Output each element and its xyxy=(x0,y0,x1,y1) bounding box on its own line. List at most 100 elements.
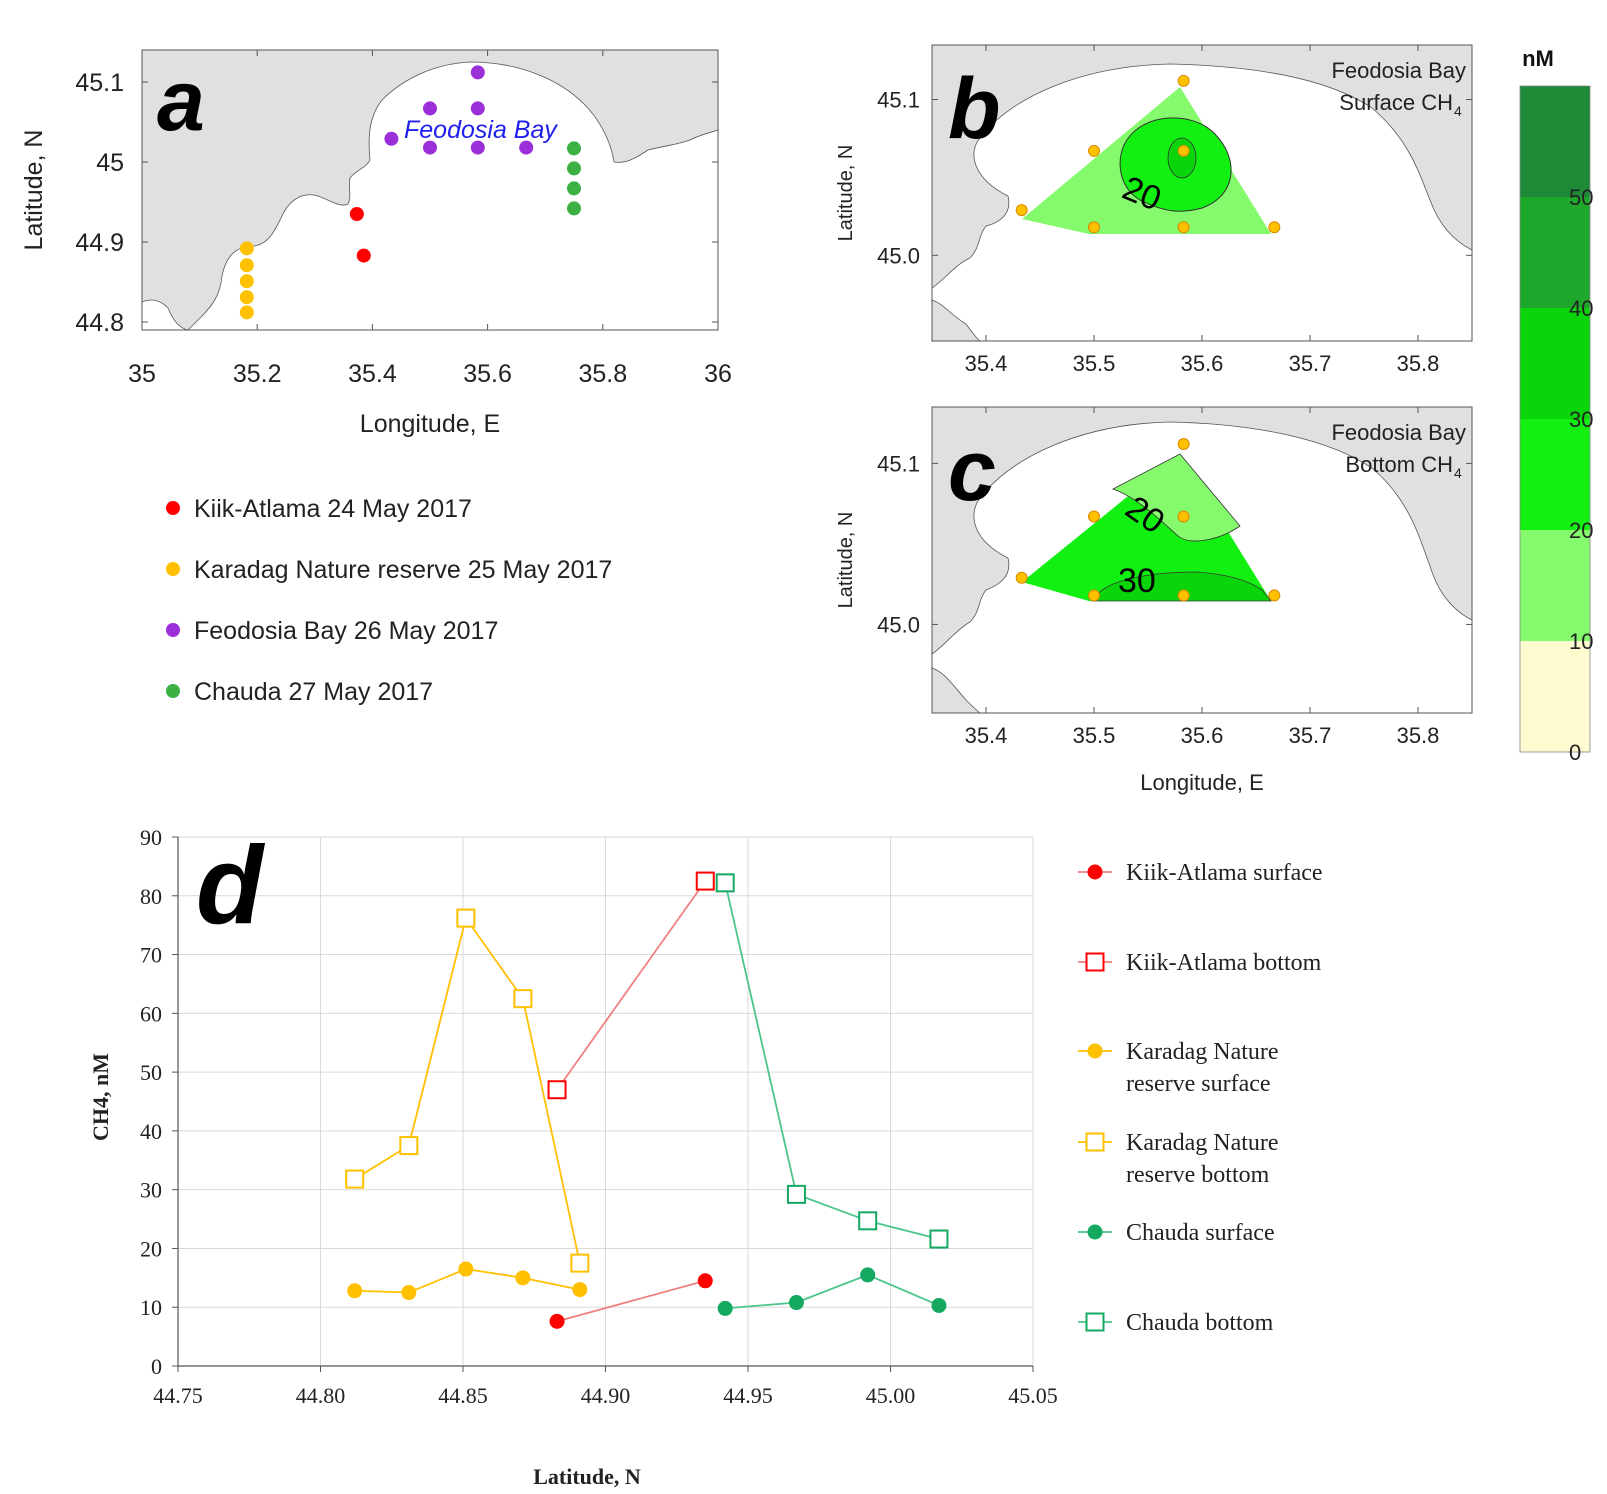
d-xtick-label: 44.85 xyxy=(438,1383,488,1408)
map-xtick-label: 35.6 xyxy=(1181,351,1224,376)
map-station-point xyxy=(1088,510,1100,523)
a-ytick-label: 44.9 xyxy=(75,229,124,257)
panel-b-ylabel: Latitude, N xyxy=(835,145,857,242)
a-station-point xyxy=(470,140,485,155)
d-data-point xyxy=(347,1283,363,1299)
a-legend-marker xyxy=(166,501,180,515)
a-ytick-label: 44.8 xyxy=(75,309,124,337)
a-station-point xyxy=(423,101,437,116)
colorbar-segment xyxy=(1520,86,1590,197)
map-station-point xyxy=(1088,589,1100,602)
map-xtick-label: 35.7 xyxy=(1289,723,1332,748)
a-station-point xyxy=(349,207,364,221)
d-ytick-label: 70 xyxy=(140,943,162,968)
panel-b-title-line2: Surface CH xyxy=(1339,90,1453,115)
d-data-point xyxy=(456,908,476,928)
d-xtick-label: 44.75 xyxy=(153,1383,203,1408)
d-data-point xyxy=(513,989,533,1009)
d-data-point xyxy=(697,1273,713,1289)
a-station-point xyxy=(567,201,581,216)
d-data-point xyxy=(515,1270,531,1286)
panel-d-grid: 44.75 44.80 44.85 44.90 44.95 45.00 45.05 0 10 20… xyxy=(140,825,1058,1408)
panel-d: 44.75 44.80 44.85 44.90 44.95 45.00 45.05 0 10 20… xyxy=(88,824,1323,1489)
a-station-point xyxy=(423,140,437,155)
colorbar-title: nM xyxy=(1522,46,1554,71)
d-legend-label: Karadag Nature xyxy=(1126,1130,1279,1156)
a-station-point xyxy=(470,101,485,116)
d-legend-marker xyxy=(1085,1132,1105,1152)
d-ytick-label: 50 xyxy=(140,1060,162,1085)
colorbar-tick-label: 0 xyxy=(1569,740,1581,765)
d-data-point xyxy=(458,1261,474,1277)
d-xtick-label: 44.95 xyxy=(723,1383,773,1408)
panel-b: 20 35.4 35.5 35.6 35.7 35.845.045.1 Feodosia… xyxy=(835,44,1473,376)
d-data-point xyxy=(549,1313,565,1329)
a-station-point xyxy=(239,305,254,320)
d-series-line xyxy=(556,1279,706,1323)
panel-a-xlabel: Longitude, E xyxy=(360,410,500,438)
map-station-point xyxy=(1268,221,1281,234)
d-ytick-label: 0 xyxy=(151,1354,162,1379)
colorbar-tick-label: 30 xyxy=(1569,407,1593,432)
a-legend-label: Karadag Nature reserve 25 May 2017 xyxy=(194,556,612,584)
d-data-point xyxy=(860,1267,876,1283)
a-station-point xyxy=(356,248,371,263)
a-station-point xyxy=(567,181,581,196)
d-legend-marker xyxy=(1085,952,1105,972)
a-xtick-label: 35.4 xyxy=(348,360,397,388)
panel-c-ylabel: Latitude, N xyxy=(835,512,857,609)
a-legend-marker xyxy=(166,623,180,637)
d-ytick-label: 90 xyxy=(140,825,162,850)
d-legend-marker xyxy=(1087,1043,1103,1059)
map-xtick-label: 35.8 xyxy=(1397,723,1440,748)
panel-d-letter: d xyxy=(196,824,266,947)
colorbar-tick-label: 50 xyxy=(1569,185,1593,210)
d-data-point xyxy=(717,1300,733,1316)
a-ytick-label: 45.1 xyxy=(75,69,124,97)
d-data-point xyxy=(572,1282,588,1298)
d-ytick-label: 30 xyxy=(140,1178,162,1203)
d-legend-marker xyxy=(1087,1224,1103,1240)
a-station-point xyxy=(567,161,581,176)
a-station-point xyxy=(239,258,254,273)
d-data-point xyxy=(858,1211,878,1231)
a-station-point xyxy=(239,274,254,289)
panel-c-axes: 35.4 35.5 35.6 35.7 35.8 45.0 45.1 xyxy=(877,407,1472,748)
map-ytick-label: 45.1 xyxy=(877,88,920,113)
map-station-point xyxy=(1177,74,1190,87)
d-series-line xyxy=(354,915,581,1264)
d-legend-label: Kiik-Atlama surface xyxy=(1126,860,1323,886)
a-station-point xyxy=(470,65,485,80)
d-ytick-label: 60 xyxy=(140,1001,162,1026)
map-xtick-label: 35.5 xyxy=(1073,723,1116,748)
map-station-point xyxy=(1015,204,1028,217)
panel-b-axes: 35.4 35.5 35.6 35.7 35.8 45.0 45.1 xyxy=(877,45,1472,376)
d-series-line xyxy=(725,1273,940,1310)
d-data-point xyxy=(695,871,715,891)
colorbar-segment xyxy=(1520,197,1590,308)
panel-c-title-line2: Bottom CH xyxy=(1345,452,1453,477)
panel-c-letter: c xyxy=(948,423,996,519)
d-xtick-label: 45.00 xyxy=(866,1383,916,1408)
a-station-point xyxy=(384,131,399,146)
a-xtick-label: 35.6 xyxy=(463,360,512,388)
panel-a-legend: Kiik-Atlama 24 May 2017 Karadag Nature re… xyxy=(166,495,612,706)
a-station-point xyxy=(239,241,254,256)
colorbar-segment xyxy=(1520,419,1590,530)
panel-c-title-subscript: 4 xyxy=(1454,465,1462,481)
colorbar-tick-label: 10 xyxy=(1569,629,1593,654)
d-legend-marker xyxy=(1085,1312,1105,1332)
a-xtick-label: 35.2 xyxy=(233,360,282,388)
panel-d-legend: Kiik-Atlama surface Kiik-Atlama bottom Kar… xyxy=(1078,860,1323,1336)
colorbar-frame xyxy=(1519,85,1591,753)
panel-d-series xyxy=(345,871,949,1329)
map-xtick-label: 35.8 xyxy=(1397,351,1440,376)
colorbar-tick-label: 20 xyxy=(1569,518,1593,543)
panel-b-field-30-40 xyxy=(1167,137,1197,179)
map-station-point xyxy=(1268,589,1281,602)
map-station-point xyxy=(1088,221,1100,234)
map-xtick-label: 35.4 xyxy=(965,351,1008,376)
panel-a-sea xyxy=(141,61,719,331)
d-data-point xyxy=(788,1295,804,1311)
